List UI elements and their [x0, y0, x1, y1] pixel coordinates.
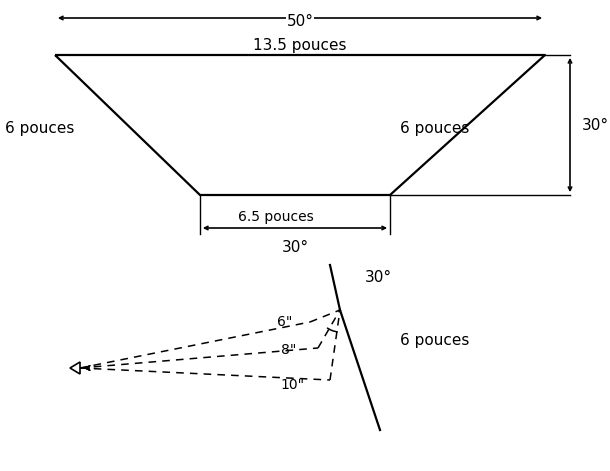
Text: 6.5 pouces: 6.5 pouces [238, 210, 314, 224]
Text: 6 pouces: 6 pouces [5, 121, 74, 136]
Text: 30°: 30° [582, 117, 609, 132]
Text: 10": 10" [281, 378, 305, 392]
Text: 6": 6" [276, 315, 292, 329]
Text: 6 pouces: 6 pouces [400, 333, 469, 348]
Text: 50°: 50° [287, 14, 314, 29]
Text: 6 pouces: 6 pouces [400, 121, 469, 136]
Text: 30°: 30° [365, 270, 392, 285]
Text: 30°: 30° [281, 240, 309, 255]
Text: 13.5 pouces: 13.5 pouces [253, 38, 346, 53]
Text: 8": 8" [281, 343, 296, 357]
